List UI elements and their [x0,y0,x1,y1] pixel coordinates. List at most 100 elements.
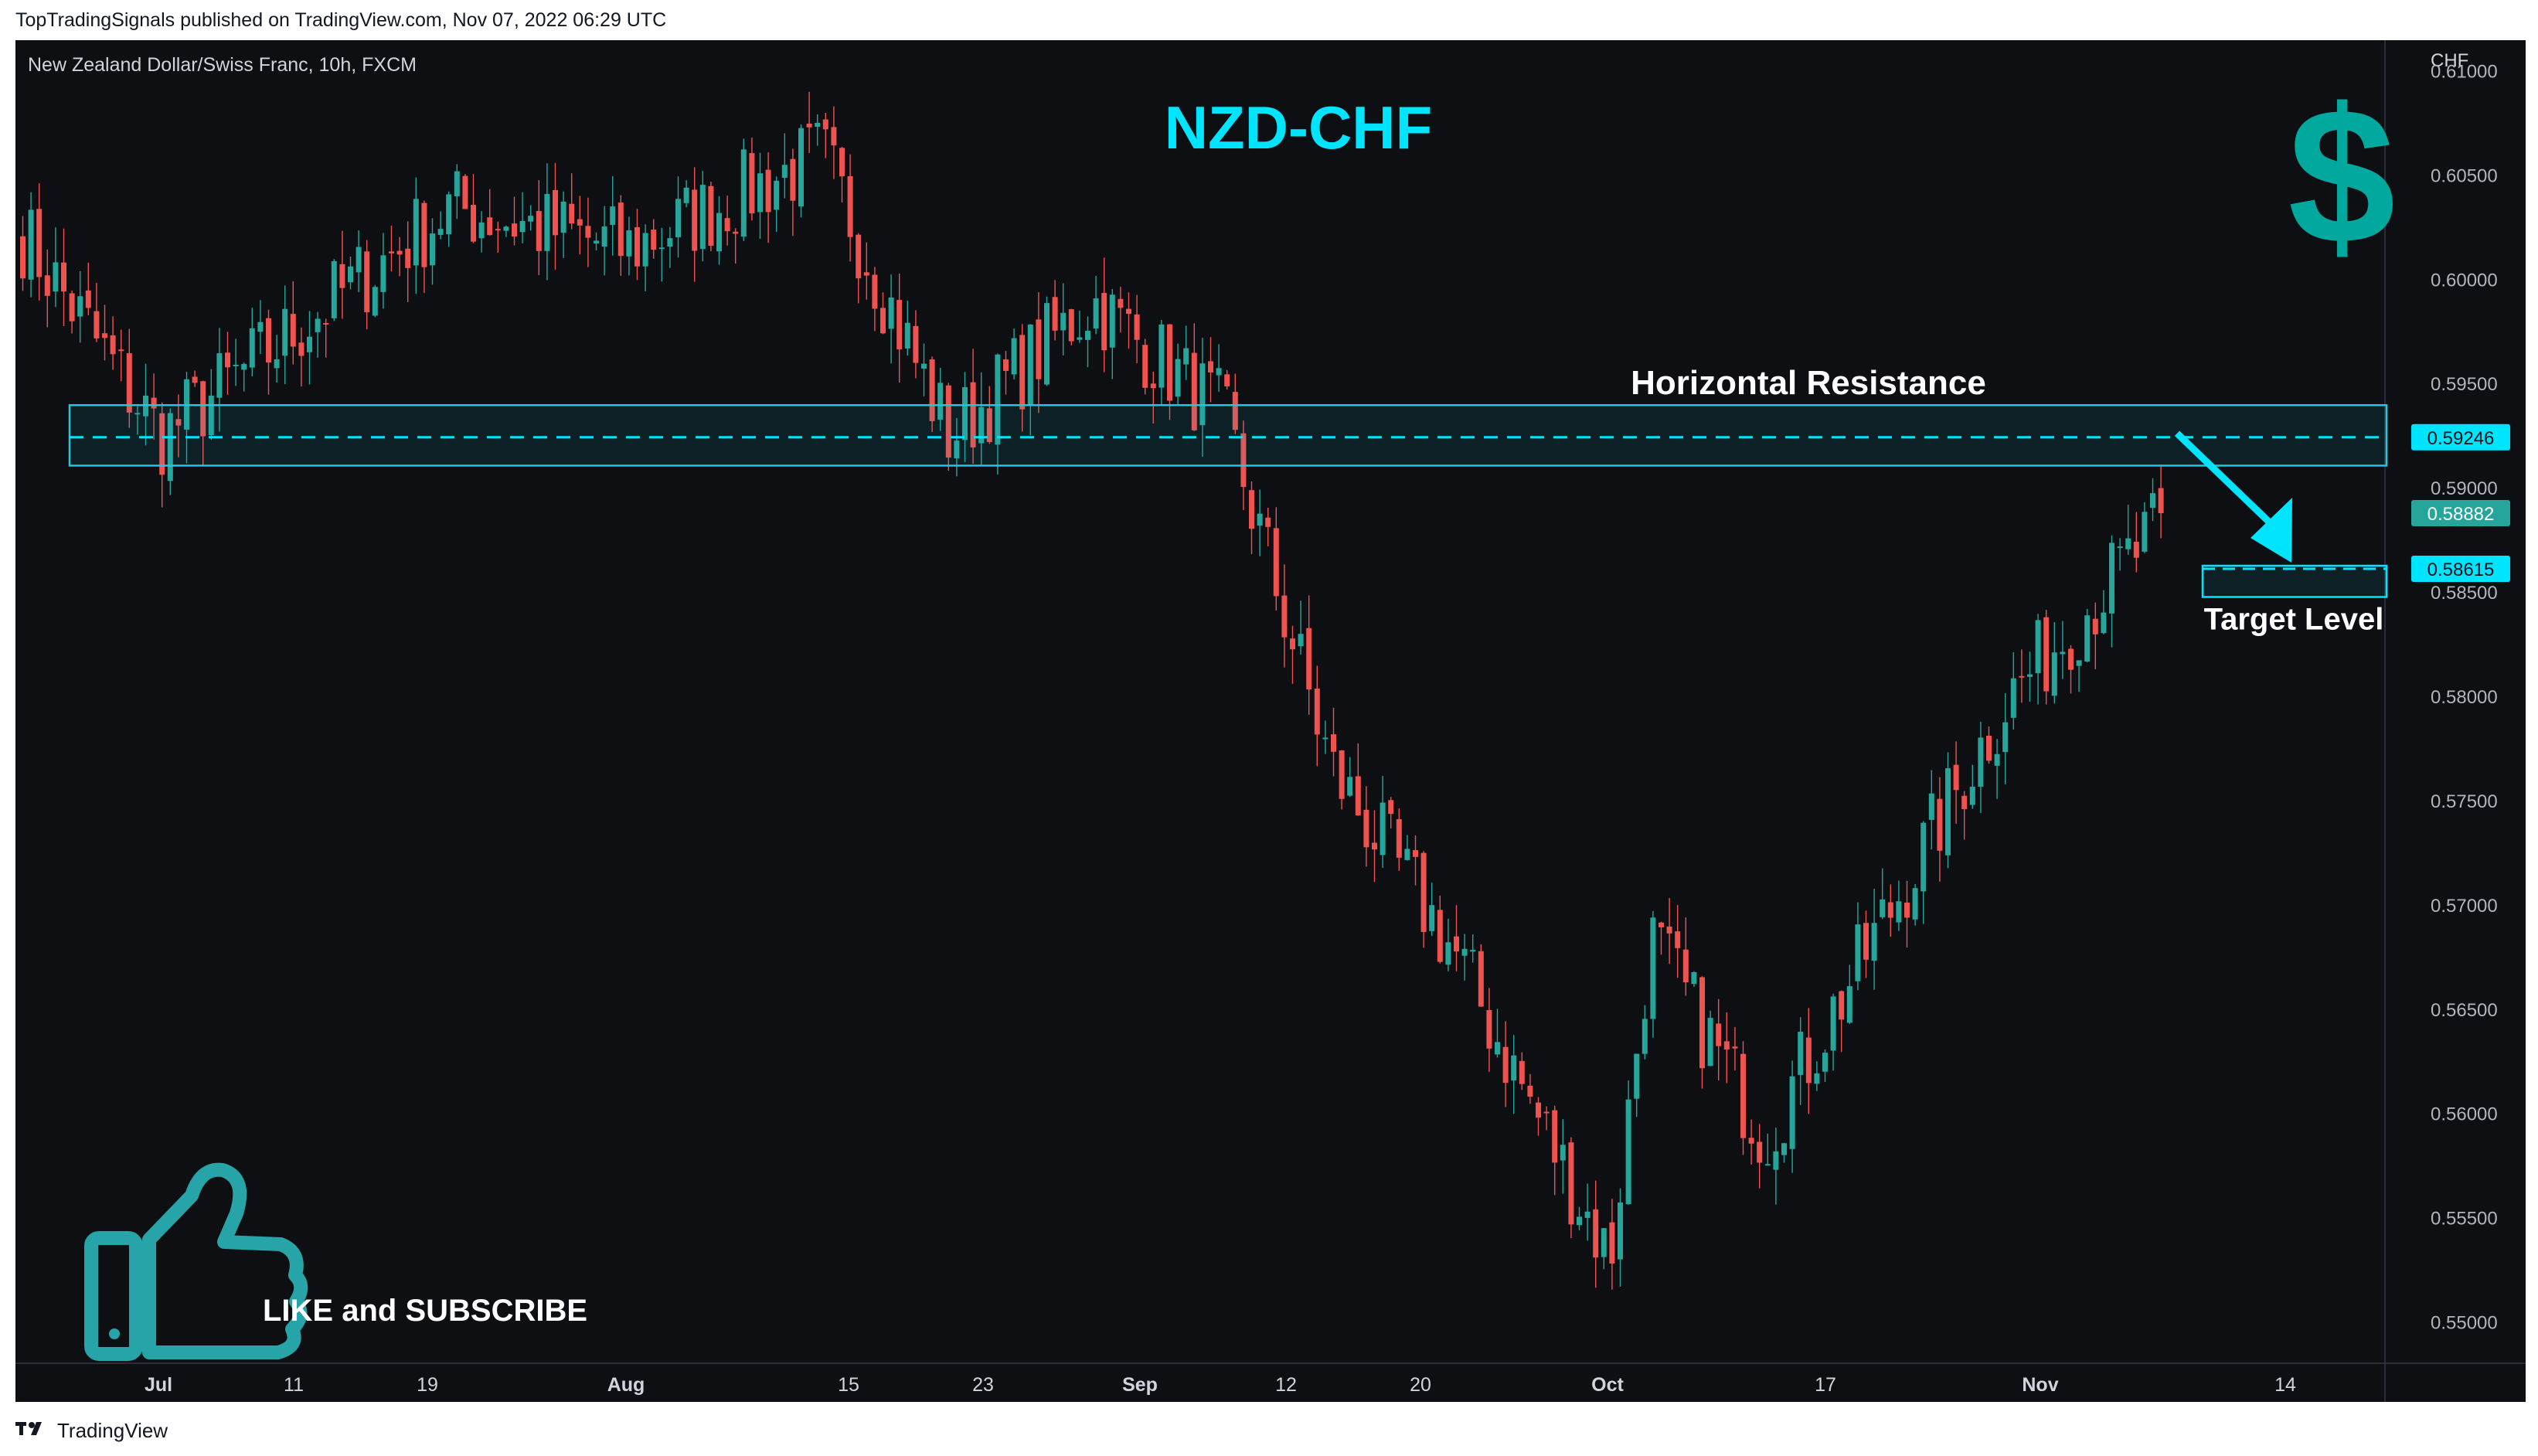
candle [446,191,452,247]
candle-body [372,287,378,316]
candle-body [1764,1164,1771,1166]
candle-body [1486,1010,1492,1049]
candle-body [601,226,607,247]
tradingview-brand[interactable]: TradingView [57,1419,168,1442]
candle-body [405,248,411,268]
candle-body [512,223,517,237]
candle-body [1388,800,1394,815]
candle [1748,1119,1754,1165]
candle [757,152,763,239]
candle [1577,1206,1582,1231]
candle-body [1560,1145,1566,1161]
candle-body [1134,314,1140,340]
candle [102,304,107,361]
candle-body [298,342,304,356]
candle [1199,338,1206,457]
candle-body [487,217,493,236]
candle-body [225,352,230,368]
candle-body [151,397,157,409]
candle [159,402,165,508]
thumb-cuff-dot [109,1328,120,1339]
candle-body [986,408,992,442]
candle [1281,564,1288,668]
tradingview-logo-icon[interactable] [15,1419,49,1443]
candle-body [380,255,386,292]
price-tag-text: 0.58882 [2427,504,2495,525]
currency-label: CHF [2431,50,2468,71]
candle [978,372,985,467]
candle [1937,777,1943,882]
candle [1814,1061,1820,1091]
candle [462,174,468,209]
candle [1216,344,1222,392]
y-tick-label: 0.56500 [2431,1000,2498,1021]
candle [1675,905,1681,978]
candle [1716,998,1722,1081]
candle [389,225,394,272]
candle-body [913,325,919,363]
candle [1486,988,1492,1072]
candle-body [1921,822,1927,892]
candle-body [1577,1216,1582,1226]
x-tick-label: Sep [1122,1374,1158,1396]
candle [1846,964,1852,1025]
candle-body [1904,902,1910,918]
candle [1527,1073,1533,1104]
candle [1625,1080,1631,1205]
candle-body [658,247,665,250]
candle-body [454,171,460,196]
target-zone-box [2201,564,2388,598]
candle-body [1355,776,1361,816]
candle-body [1011,338,1017,375]
candle [1855,902,1861,991]
candle-body [1142,345,1148,388]
candle-body [610,206,616,225]
candle [1478,944,1484,1007]
candle [1191,323,1197,431]
candle-body [1732,1046,1738,1049]
candle [1707,1010,1713,1066]
candle-body [44,275,50,296]
candle-body [1928,793,1934,820]
candle [487,189,493,236]
candle-body [560,201,566,233]
candle-body [553,189,558,236]
candle-body [1855,924,1861,981]
candle-body [77,296,83,317]
candle [1183,325,1189,380]
candle [954,417,960,477]
candle [134,406,141,435]
chart-title: NZD-CHF [1165,94,1433,162]
x-tick-label: 23 [972,1374,994,1396]
candle [856,233,862,304]
candle-body [1937,798,1943,851]
candle-body [1199,363,1206,426]
y-tick-label: 0.59500 [2431,374,2498,395]
candle-body [323,323,329,325]
x-tick-label: Oct [1591,1374,1624,1396]
candle-body [200,381,206,437]
candle-body [421,202,427,267]
candle-body [1634,1053,1640,1099]
price-tag-text: 0.58615 [2427,560,2495,580]
candle [2142,502,2148,553]
candle [642,224,648,291]
candle-body [1470,949,1476,952]
candle [896,273,903,383]
candle [945,383,951,471]
candle-body [634,226,640,267]
candle-body [1232,392,1238,430]
candle [847,154,853,262]
candle [839,147,845,202]
candle [880,292,886,335]
candle [995,353,1001,475]
candle [61,228,66,326]
candle [1314,665,1320,767]
candle [2076,660,2082,692]
candle [1290,625,1295,684]
candle [266,309,271,395]
candle-body [2142,512,2148,552]
candle-body [1527,1085,1533,1097]
candle-body [1420,852,1427,932]
